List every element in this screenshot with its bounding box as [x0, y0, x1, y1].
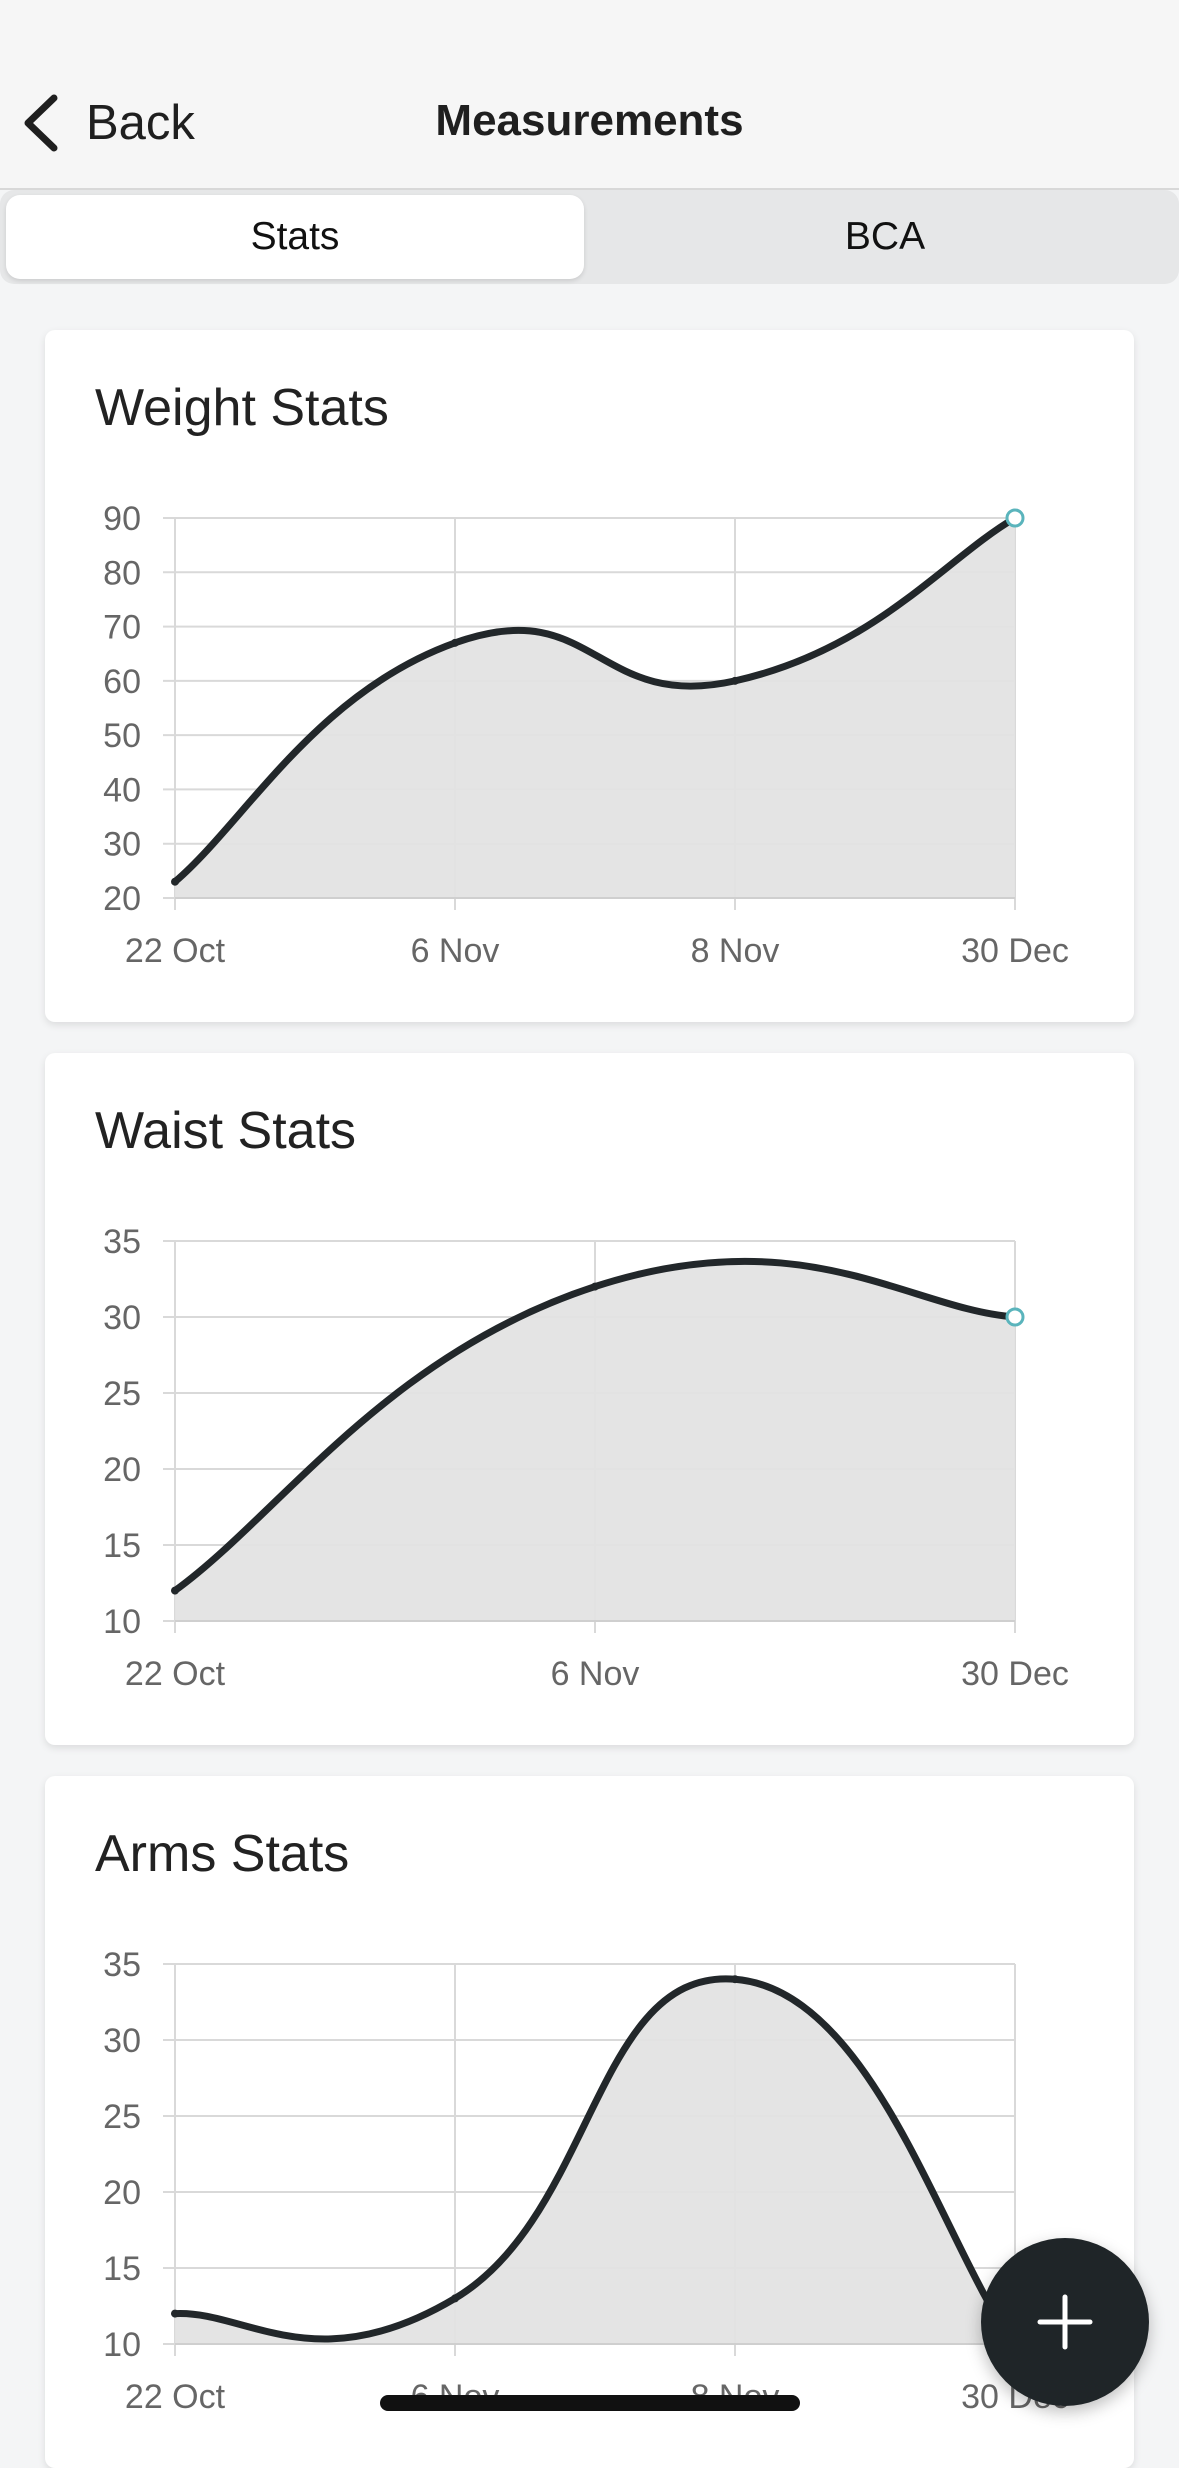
y-tick-label: 15 [103, 1527, 141, 1565]
data-point[interactable] [171, 2309, 179, 2318]
x-tick-label: 6 Nov [411, 932, 500, 970]
waist-stats-card: Waist Stats 10 15 20 25 30 35 22 Oct 6 Nov 30 De… [45, 1053, 1134, 1745]
y-tick-label: 35 [103, 1946, 141, 1984]
weight-stats-card: Weight Stats 20 30 40 50 60 70 80 90 22 Oct 6 Nov… [45, 330, 1134, 1022]
back-label: Back [86, 96, 195, 150]
y-tick-label: 80 [103, 554, 141, 592]
x-tick-label: 6 Nov [551, 1655, 640, 1693]
y-tick-label: 60 [103, 663, 141, 701]
data-point[interactable] [451, 2294, 459, 2303]
data-point[interactable] [731, 676, 739, 685]
series-line [171, 1975, 1019, 2348]
series-area [175, 1978, 1015, 2344]
y-tick-label: 50 [103, 717, 141, 755]
x-tick-label: 22 Oct [125, 2378, 226, 2416]
y-tick-label: 30 [103, 826, 141, 864]
weight-stats-title: Weight Stats [95, 379, 389, 437]
x-tick-label: 22 Oct [125, 1655, 226, 1693]
y-tick-label: 10 [103, 2326, 141, 2364]
tab-stats[interactable]: Stats [6, 195, 584, 279]
home-indicator [380, 2395, 800, 2411]
y-tick-label: 70 [103, 609, 141, 647]
back-button[interactable]: Back [18, 88, 195, 158]
y-tick-label: 20 [103, 2174, 141, 2212]
y-tick-label: 25 [103, 2098, 141, 2136]
x-tick-label: 22 Oct [125, 932, 226, 970]
weight-stats-chart: 20 30 40 50 60 70 80 90 22 Oct 6 Nov 8 Nov 30 Dec [103, 500, 1069, 970]
y-tick-label: 20 [103, 1451, 141, 1489]
y-tick-label: 15 [103, 2250, 141, 2288]
chevron-left-icon [24, 94, 58, 152]
navigation-bar: Back Measurements [0, 0, 1179, 190]
waist-stats-chart: 10 15 20 25 30 35 22 Oct 6 Nov 30 Dec [103, 1223, 1069, 1693]
add-measurement-button[interactable] [981, 2238, 1149, 2406]
y-tick-label: 20 [103, 880, 141, 918]
y-tick-label: 90 [103, 500, 141, 538]
series-area [175, 518, 1015, 898]
arms-stats-title: Arms Stats [95, 1825, 350, 1883]
segmented-control: Stats BCA [0, 190, 1179, 284]
data-point[interactable] [1005, 508, 1025, 528]
tab-bca[interactable]: BCA [844, 215, 926, 258]
data-point[interactable] [171, 1586, 179, 1595]
data-point[interactable] [591, 1282, 599, 1291]
x-tick-label: 30 Dec [961, 1655, 1069, 1693]
y-tick-label: 30 [103, 2022, 141, 2060]
data-point[interactable] [731, 1975, 739, 1984]
data-point[interactable] [171, 877, 179, 886]
y-tick-label: 40 [103, 771, 141, 809]
data-point[interactable] [1005, 1307, 1025, 1327]
x-tick-label: 8 Nov [691, 932, 780, 970]
series-line [171, 514, 1019, 886]
series-area [175, 1261, 1015, 1621]
data-point[interactable] [451, 638, 459, 647]
page-title: Measurements [435, 96, 744, 145]
y-tick-label: 25 [103, 1375, 141, 1413]
y-tick-label: 30 [103, 1299, 141, 1337]
waist-stats-title: Waist Stats [95, 1102, 357, 1160]
y-tick-label: 10 [103, 1603, 141, 1641]
plus-icon [1037, 2294, 1093, 2350]
y-tick-label: 35 [103, 1223, 141, 1261]
x-tick-label: 30 Dec [961, 932, 1069, 970]
